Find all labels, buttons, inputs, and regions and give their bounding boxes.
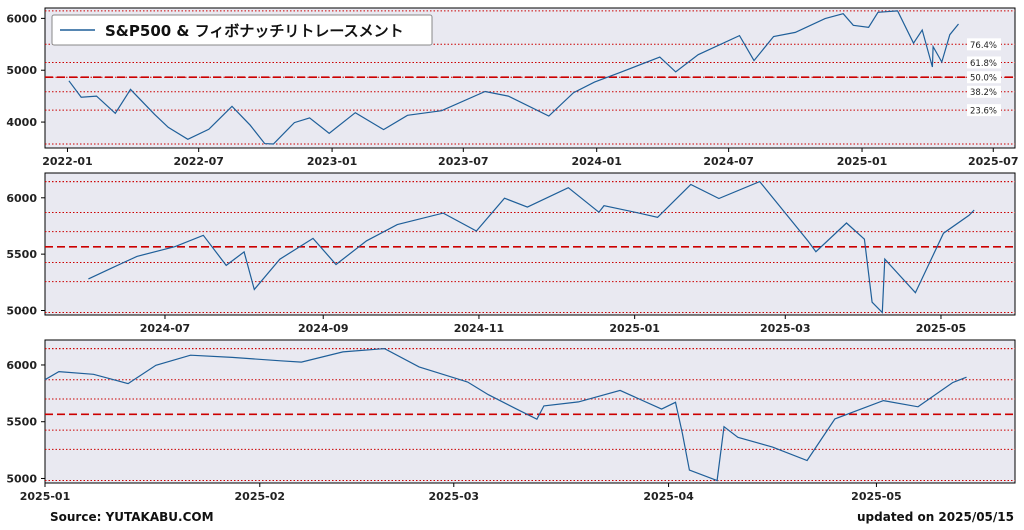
chart-panel-1: 76.4% 61.8% 50.0% 38.2% 23.6% 4000 5000 6000 202…	[6, 7, 1019, 168]
y-tick-label: 5500	[6, 248, 37, 261]
legend-box	[51, 14, 433, 46]
series-line-sp500	[68, 10, 959, 145]
x-tick-label: 2024-09	[298, 322, 349, 335]
fib-level-label: 61.8%	[970, 59, 997, 69]
y-tick-label: 4000	[6, 116, 37, 129]
x-tick-label: 2024-01	[571, 155, 622, 168]
series-line-sp500	[44, 347, 967, 482]
y-tick-label: 5000	[6, 304, 37, 317]
x-tick-label: 2022-01	[42, 155, 93, 168]
x-tick-label: 2025-01	[609, 322, 660, 335]
plot-area	[44, 339, 1016, 484]
x-tick-label: 2025-03	[760, 322, 811, 335]
fib-label-bg	[967, 104, 1001, 117]
x-tick-label: 2025-04	[643, 490, 694, 503]
source-label: Source: YUTAKABU.COM	[50, 510, 214, 524]
series-line-sp500	[88, 180, 975, 314]
fib-level-label: 76.4%	[970, 41, 997, 51]
x-tick-label: 2023-07	[438, 155, 489, 168]
legend-label: S&P500 & フィボナッチリトレースメント	[105, 22, 404, 40]
legend: S&P500 & フィボナッチリトレースメント	[51, 14, 433, 46]
fib-level-label: 38.2%	[970, 88, 997, 98]
x-tick-label: 2025-07	[968, 155, 1019, 168]
x-tick-label: 2025-05	[916, 322, 967, 335]
x-tick-label: 2025-03	[429, 490, 480, 503]
fib-level-label: 23.6%	[970, 107, 997, 117]
x-tick-label: 2022-07	[173, 155, 224, 168]
chart-panel-2: 5000 5500 6000 2024-07 2024-09 2024-11 2025-01…	[6, 172, 1016, 335]
y-tick-label: 6000	[6, 12, 37, 25]
y-tick-label: 5000	[6, 472, 37, 485]
x-tick-label: 2025-01	[837, 155, 888, 168]
x-tick-label: 2025-01	[20, 490, 71, 503]
plot-area	[44, 172, 1016, 316]
updated-label: updated on 2025/05/15	[857, 510, 1014, 524]
x-tick-label: 2025-02	[235, 490, 286, 503]
fib-label-bg	[967, 38, 1001, 51]
y-tick-label: 5000	[6, 64, 37, 77]
y-tick-label: 5500	[6, 416, 37, 429]
chart-panel-3: 5000 5500 6000 2025-01 2025-02 2025-03 2025-04…	[6, 339, 1016, 503]
y-tick-label: 6000	[6, 359, 37, 372]
x-tick-label: 2023-01	[307, 155, 358, 168]
fib-label-bg	[967, 85, 1001, 98]
x-tick-label: 2024-11	[454, 322, 505, 335]
x-tick-label: 2024-07	[140, 322, 191, 335]
y-tick-label: 6000	[6, 192, 37, 205]
fib-label-bg	[967, 56, 1001, 69]
x-tick-label: 2025-05	[851, 490, 902, 503]
fib-level-label: 50.0%	[970, 74, 997, 84]
x-tick-label: 2024-07	[703, 155, 754, 168]
fib-label-bg	[967, 71, 1001, 84]
